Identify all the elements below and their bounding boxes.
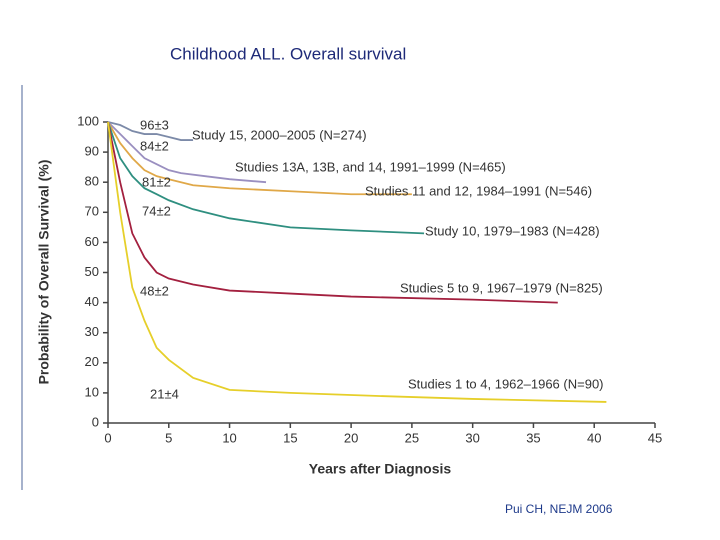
y-tick-label: 10 bbox=[85, 384, 99, 399]
y-tick-label: 70 bbox=[85, 204, 99, 219]
curve-label: Studies 5 to 9, 1967–1979 (N=825) bbox=[400, 280, 603, 295]
x-tick-label: 20 bbox=[344, 430, 358, 445]
survival-curve bbox=[107, 121, 194, 141]
curve-annotation: 81±2 bbox=[142, 174, 171, 189]
x-tick-label: 0 bbox=[104, 430, 111, 445]
y-tick-label: 40 bbox=[85, 294, 99, 309]
x-tick-label: 35 bbox=[526, 430, 540, 445]
y-tick-label: 20 bbox=[85, 354, 99, 369]
curve-annotation: 96±3 bbox=[140, 117, 169, 132]
survival-curve bbox=[107, 121, 267, 184]
y-tick-label: 30 bbox=[85, 324, 99, 339]
y-tick-label: 60 bbox=[85, 234, 99, 249]
x-tick-label: 15 bbox=[283, 430, 297, 445]
survival-curve bbox=[107, 121, 607, 403]
x-axis-label: Years after Diagnosis bbox=[309, 461, 452, 477]
y-tick-label: 90 bbox=[85, 144, 99, 159]
curve-annotation: 84±2 bbox=[140, 138, 169, 153]
citation: Pui CH, NEJM 2006 bbox=[505, 502, 613, 516]
x-tick-label: 45 bbox=[648, 430, 662, 445]
curve-annotation: 74±2 bbox=[142, 203, 171, 218]
y-axis-label: Probability of Overall Survival (%) bbox=[36, 160, 52, 385]
x-tick-label: 10 bbox=[222, 430, 236, 445]
survival-curve bbox=[107, 121, 558, 304]
curve-label: Study 10, 1979–1983 (N=428) bbox=[425, 223, 600, 238]
x-tick-label: 5 bbox=[165, 430, 172, 445]
curve-annotation: 48±2 bbox=[140, 283, 169, 298]
y-tick-label: 100 bbox=[77, 113, 99, 128]
curve-label: Studies 11 and 12, 1984–1991 (N=546) bbox=[365, 183, 592, 198]
curve-annotation: 21±4 bbox=[150, 386, 179, 401]
curve-label: Studies 13A, 13B, and 14, 1991–1999 (N=4… bbox=[235, 159, 506, 174]
y-tick-label: 50 bbox=[85, 264, 99, 279]
curve-label: Studies 1 to 4, 1962–1966 (N=90) bbox=[408, 376, 604, 391]
x-tick-label: 40 bbox=[587, 430, 601, 445]
curve-label: Study 15, 2000–2005 (N=274) bbox=[192, 127, 367, 142]
y-tick-label: 80 bbox=[85, 174, 99, 189]
survival-curve bbox=[107, 121, 412, 196]
y-tick-label: 0 bbox=[92, 414, 99, 429]
slide-title: Childhood ALL. Overall survival bbox=[170, 44, 406, 63]
x-tick-label: 25 bbox=[405, 430, 419, 445]
x-tick-label: 30 bbox=[465, 430, 479, 445]
survival-curve bbox=[107, 121, 425, 235]
